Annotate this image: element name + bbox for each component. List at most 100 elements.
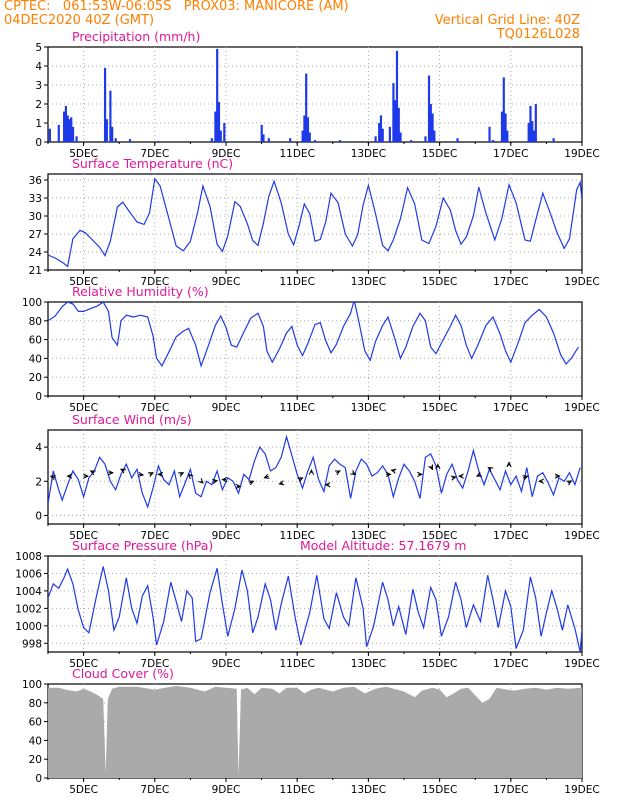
y-tick-label: 1008 (15, 551, 42, 563)
precip-bar (492, 140, 495, 142)
wind-vector-head (475, 471, 482, 477)
header-line1: CPTEC: 061:53W-06:05S PROX03: MANICORE (… (4, 0, 349, 14)
precip-bar (63, 111, 66, 142)
x-tick-label: 15DEC (422, 276, 457, 288)
y-tick-label: 27 (29, 229, 42, 241)
y-tick-label: 1000 (15, 621, 42, 633)
header-grid-line-note: Vertical Grid Line: 40Z (434, 13, 580, 28)
precip-bar (109, 90, 112, 142)
x-tick-label: 5DEC (69, 148, 98, 160)
x-tick-label: 19DEC (564, 148, 599, 160)
panel-title: Relative Humidity (%) (72, 284, 209, 299)
precip-bar (397, 107, 400, 142)
series-line (48, 566, 582, 652)
y-tick-label: 1002 (15, 603, 42, 615)
wind-vector-head (538, 478, 544, 484)
wind-vector-head (119, 468, 126, 474)
precip-bar (262, 134, 265, 142)
precip-bar (48, 128, 51, 142)
y-tick-label: 5 (35, 42, 42, 54)
wind-vector-head (138, 471, 145, 478)
x-tick-label: 7DEC (140, 658, 169, 670)
wind-vector-head (83, 473, 90, 479)
panel-subtitle: Model Altitude: 57.1679 m (300, 538, 466, 553)
precip-bar (506, 130, 509, 142)
precip-bar (429, 104, 432, 142)
precip-bar (210, 138, 213, 142)
precip-bar (305, 73, 308, 142)
precip-bar (75, 136, 78, 142)
panel-title: Surface Temperature (nC) (72, 156, 233, 171)
y-tick-label: 24 (29, 247, 43, 259)
cloud-cover-area (48, 685, 582, 778)
wind-vector-head (49, 475, 56, 481)
panel-title: Surface Pressure (hPa) (72, 538, 213, 553)
precip-bar (504, 113, 507, 142)
wind-vector-head (263, 473, 270, 479)
x-tick-label: 9DEC (212, 402, 241, 414)
precip-bar (399, 132, 402, 142)
x-tick-label: 7DEC (140, 148, 169, 160)
series-line (48, 302, 579, 368)
x-tick-label: 13DEC (351, 148, 386, 160)
precip-bar (433, 130, 436, 142)
x-tick-label: 19DEC (564, 658, 599, 670)
x-tick-label: 11DEC (279, 658, 314, 670)
precip-bar (552, 138, 555, 142)
precip-bar (431, 113, 434, 142)
x-tick-label: 9DEC (212, 658, 241, 670)
precip-bar (388, 126, 391, 142)
y-tick-label: 80 (29, 698, 42, 710)
y-tick-label: 4 (35, 442, 42, 454)
y-tick-label: 60 (29, 335, 42, 347)
y-tick-label: 21 (29, 265, 42, 277)
x-tick-label: 11DEC (279, 402, 314, 414)
x-tick-label: 11DEC (279, 530, 314, 542)
y-tick-label: 80 (29, 316, 42, 328)
precip-bar (379, 115, 383, 142)
x-tick-label: 19DEC (564, 402, 599, 414)
wind-vector-head (235, 483, 242, 490)
x-tick-label: 7DEC (140, 784, 169, 796)
precip-bar (157, 141, 160, 142)
wind-vector-head (487, 467, 494, 473)
wind-vector-head (108, 470, 114, 476)
wind-vector-head (566, 480, 573, 486)
precip-bar (216, 48, 219, 142)
x-tick-label: 17DEC (493, 402, 528, 414)
precip-bar (289, 138, 292, 142)
precip-bar (527, 123, 530, 142)
x-tick-label: 19DEC (564, 784, 599, 796)
y-tick-label: 0 (35, 510, 42, 522)
precip-bar (57, 124, 60, 142)
x-tick-label: 13DEC (351, 784, 386, 796)
precip-bar (103, 67, 107, 142)
wind-vector-head (350, 469, 357, 476)
y-tick-label: 0 (35, 137, 42, 149)
precip-bar (532, 130, 536, 142)
precip-bar (531, 121, 534, 142)
precip-bar (223, 123, 226, 142)
precip-bar (488, 126, 491, 142)
precip-bar (427, 75, 431, 142)
y-tick-label: 1 (35, 118, 42, 130)
wind-vector-head (221, 476, 228, 483)
panel-title: Precipitation (mm/h) (72, 29, 200, 44)
wind-vector-head (248, 480, 255, 486)
wind-vector-head (450, 475, 457, 481)
wind-vector-head (66, 473, 73, 479)
wind-vector-head (157, 471, 164, 478)
x-tick-label: 13DEC (351, 530, 386, 542)
x-tick-label: 9DEC (212, 148, 241, 160)
y-tick-label: 998 (22, 638, 42, 650)
x-tick-label: 7DEC (140, 402, 169, 414)
x-tick-label: 5DEC (69, 658, 98, 670)
x-tick-label: 17DEC (493, 276, 528, 288)
x-tick-label: 15DEC (422, 784, 457, 796)
x-tick-label: 19DEC (564, 276, 599, 288)
x-tick-label: 5DEC (69, 276, 98, 288)
precip-bar (105, 119, 108, 142)
panel-frame (47, 301, 583, 397)
wind-vector-head (178, 472, 185, 477)
